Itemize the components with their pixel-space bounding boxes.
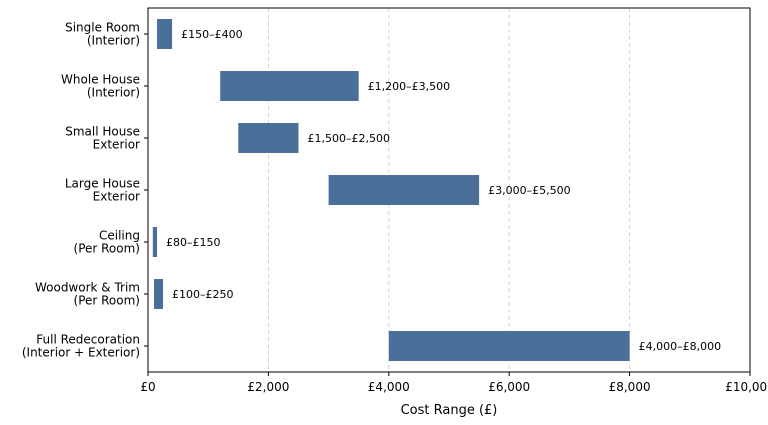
bar-labels: £150–£400 £1,200–£3,500 £1,500–£2,500 £3,00…: [166, 28, 721, 353]
x-tick-label: £0: [140, 380, 155, 394]
category-label: Whole House: [61, 73, 140, 87]
category-label: (Interior): [87, 86, 140, 100]
range-bar: [388, 331, 630, 361]
bar-value-label: £80–£150: [166, 236, 221, 249]
category-label: (Interior + Exterior): [22, 346, 140, 360]
range-bar: [328, 175, 480, 205]
range-bar: [152, 227, 158, 257]
bar-value-label: £100–£250: [172, 288, 234, 301]
bars: [152, 19, 630, 361]
range-bar: [238, 123, 299, 153]
category-label: Woodwork & Trim: [35, 281, 140, 295]
range-bar: [154, 279, 164, 309]
x-ticks: £0 £2,000 £4,000 £6,000 £8,000 £10,000: [140, 372, 768, 394]
bar-value-label: £1,200–£3,500: [368, 80, 450, 93]
category-label: Exterior: [93, 190, 140, 204]
category-label: Single Room: [65, 21, 140, 35]
x-axis-title: Cost Range (£): [401, 403, 498, 418]
category-labels: Single Room(Interior)Whole House(Interio…: [22, 21, 148, 360]
category-label: Small House: [65, 125, 140, 139]
category-label: (Per Room): [74, 294, 140, 308]
category-label: (Interior): [87, 34, 140, 48]
category-label: Exterior: [93, 138, 140, 152]
plot-frame: [147, 7, 751, 373]
range-bar: [220, 71, 359, 101]
x-tick-label: £6,000: [488, 380, 530, 394]
bar-value-label: £3,000–£5,500: [488, 184, 570, 197]
bar-value-label: £1,500–£2,500: [308, 132, 390, 145]
x-tick-label: £2,000: [247, 380, 289, 394]
x-tick-label: £4,000: [368, 380, 410, 394]
range-bar: [157, 19, 173, 49]
category-label: Ceiling: [99, 229, 140, 243]
bar-value-label: £150–£400: [181, 28, 243, 41]
category-label: Full Redecoration: [36, 333, 140, 347]
bar-value-label: £4,000–£8,000: [639, 340, 721, 353]
category-label: Large House: [65, 177, 140, 191]
x-tick-label: £10,000: [725, 380, 768, 394]
category-label: (Per Room): [74, 242, 140, 256]
x-tick-label: £8,000: [609, 380, 651, 394]
